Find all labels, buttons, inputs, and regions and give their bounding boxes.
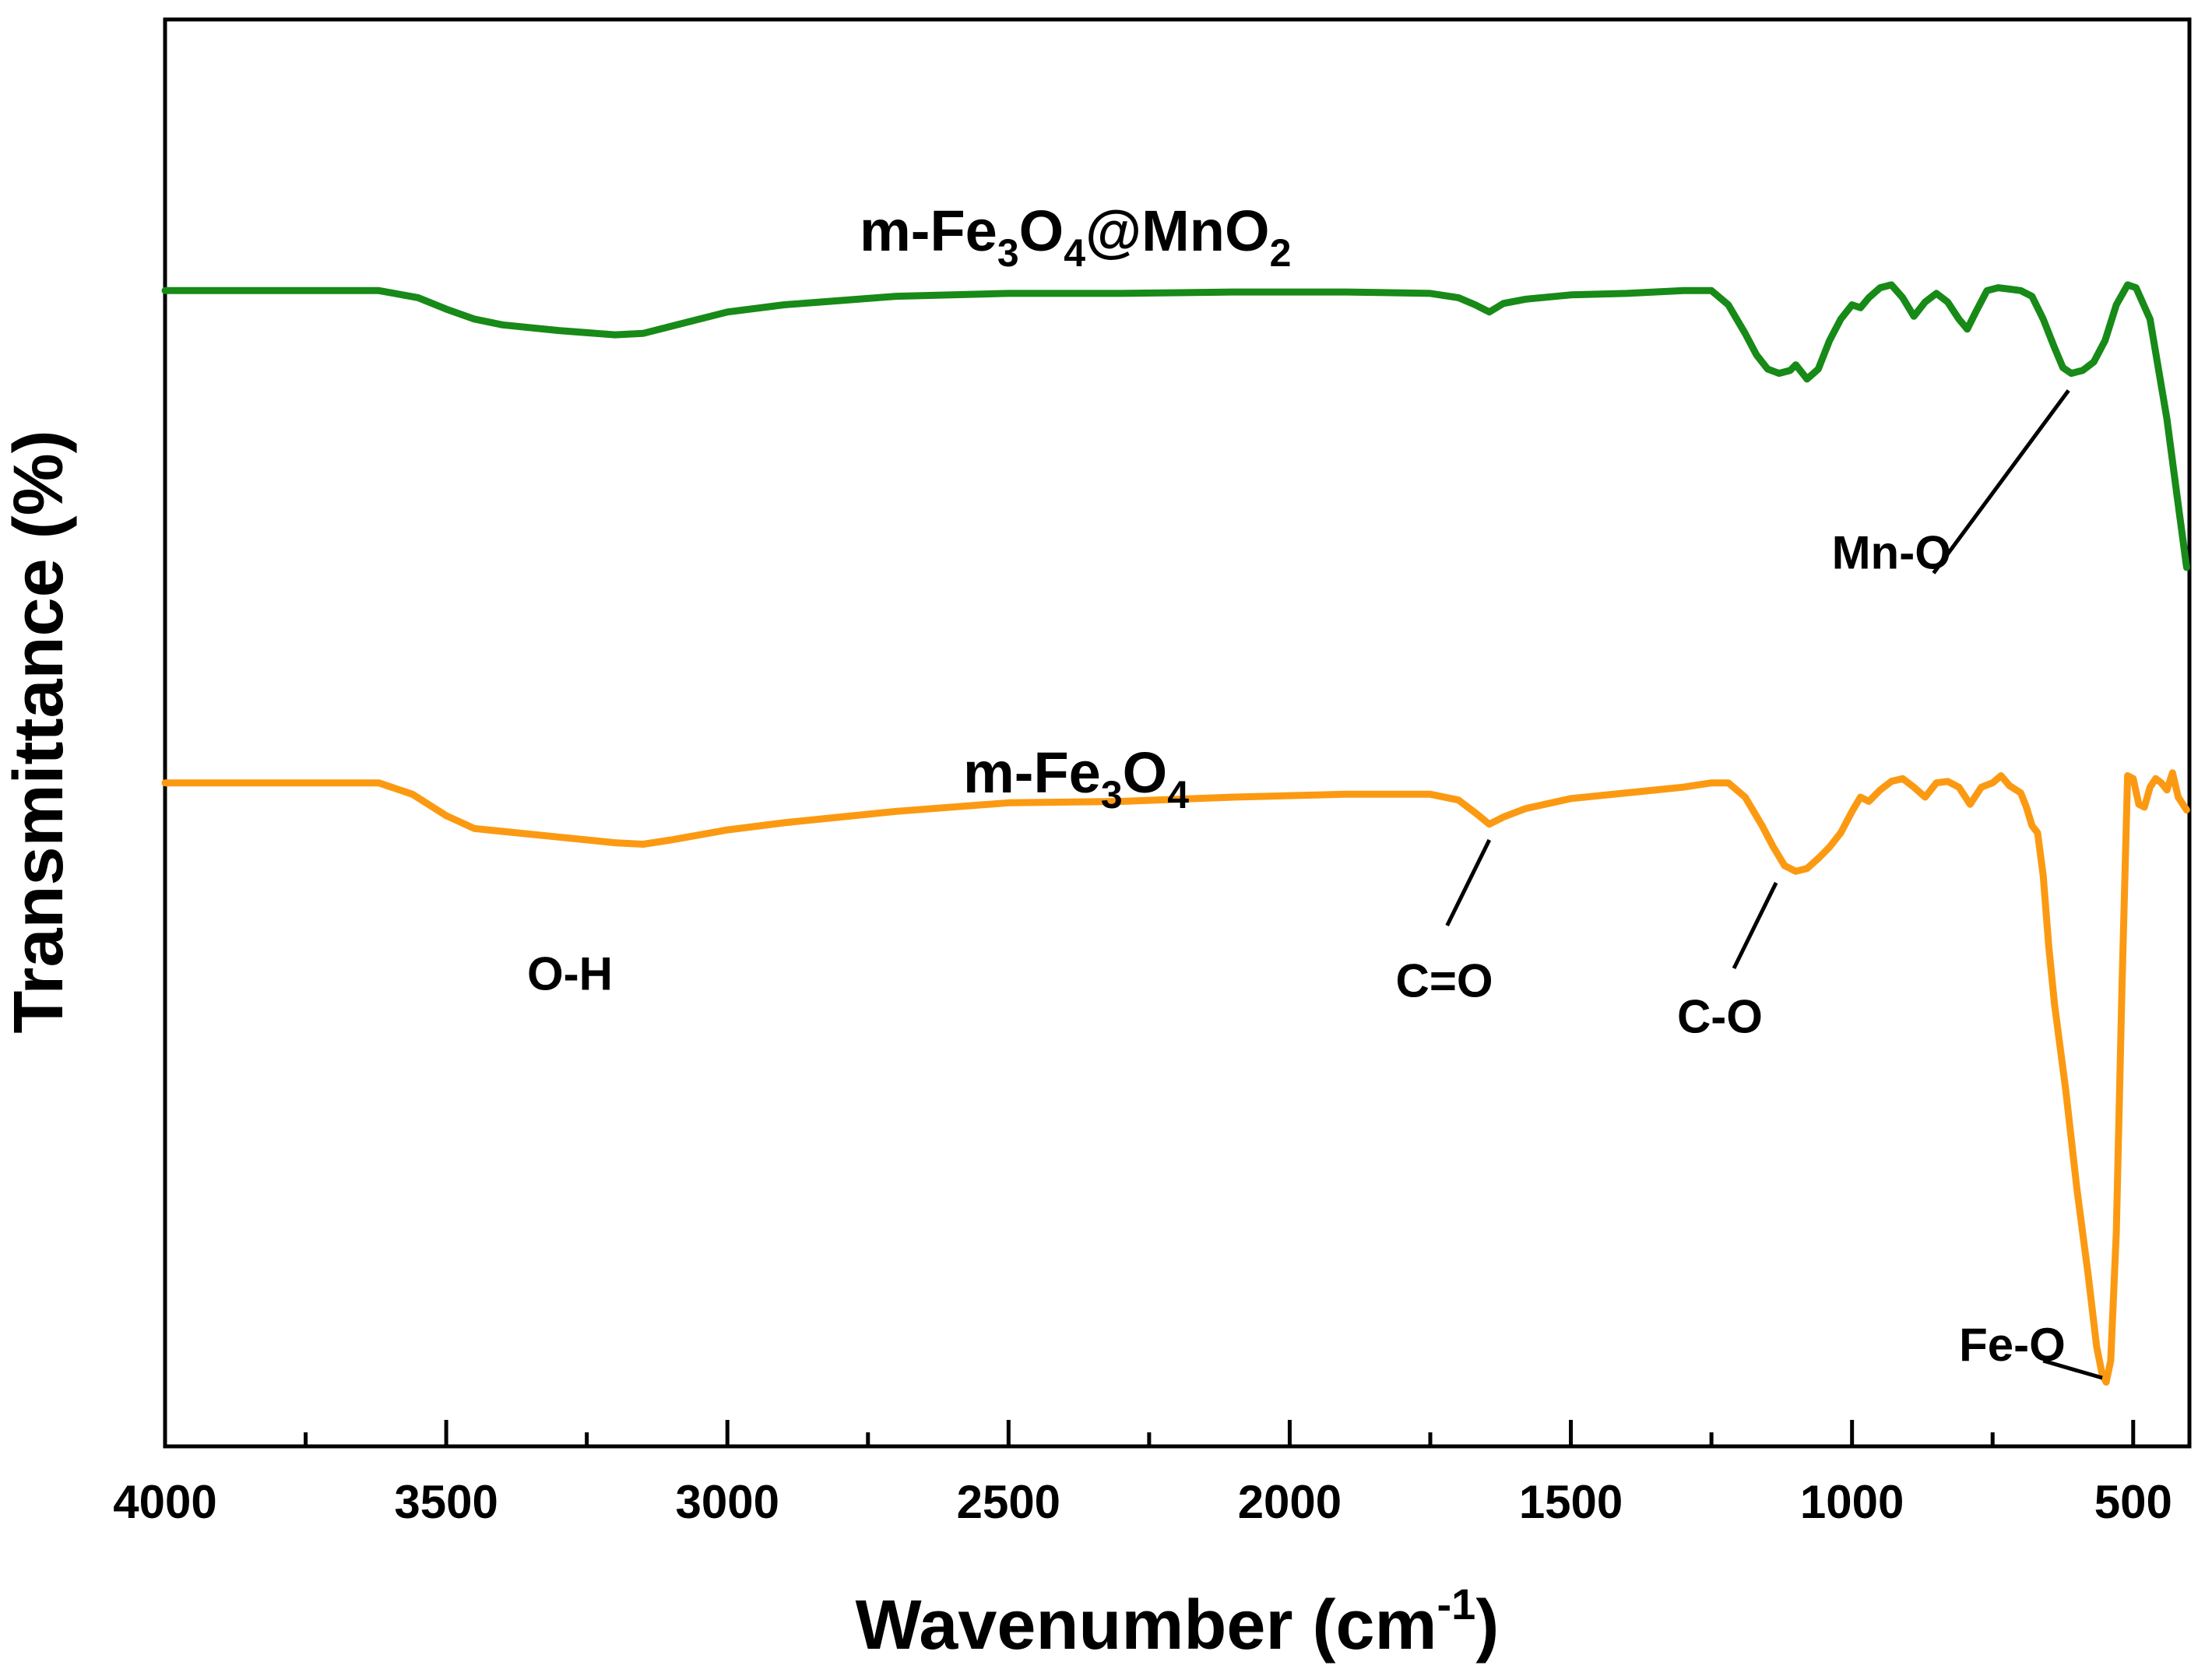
annotation-label: O-H [527, 947, 613, 1000]
annotation-leader-line [1732, 881, 1778, 970]
x-tick-label: 3000 [675, 1476, 779, 1528]
x-tick-label: 3500 [394, 1476, 498, 1528]
annotation-label: C-O [1677, 990, 1763, 1042]
x-tick-label: 1000 [1800, 1476, 1904, 1528]
plot-frame [163, 17, 2192, 1449]
series-group [161, 281, 2190, 1386]
series-label-2: m-Fe3O4 [963, 740, 1189, 817]
annotation-leader-line [1445, 838, 1492, 927]
x-tick-label: 1500 [1519, 1476, 1623, 1528]
x-axis-ticks [163, 1420, 2136, 1446]
x-axis-tick-labels: 4000 3500 3000 2500 2000 1500 1000 500 [113, 1476, 2172, 1528]
series-label-1: m-Fe3O4@MnO2 [860, 199, 1291, 275]
series-line-2 [161, 769, 2190, 1386]
peak-annotations: O-H C=OC-OMn-OFe-O [527, 389, 2103, 1380]
x-tick-label: 500 [2094, 1476, 2172, 1528]
annotation-leader-line [2042, 1358, 2103, 1380]
x-axis-title: Wavenumber (cm-1) [856, 1579, 1500, 1664]
series-labels: m-Fe3O4@MnO2 m-Fe3O4 [860, 199, 1291, 817]
annotation-label: Mn-O [1832, 527, 1951, 579]
series-line-1 [161, 281, 2190, 571]
annotation-leader-line [1932, 389, 2070, 574]
x-tick-label: 2500 [957, 1476, 1060, 1528]
x-tick-label: 2000 [1238, 1476, 1342, 1528]
x-tick-label: 4000 [113, 1476, 216, 1528]
annotation-label: C=O [1396, 955, 1493, 1007]
y-axis-title: Transmittance (%) [0, 430, 78, 1033]
